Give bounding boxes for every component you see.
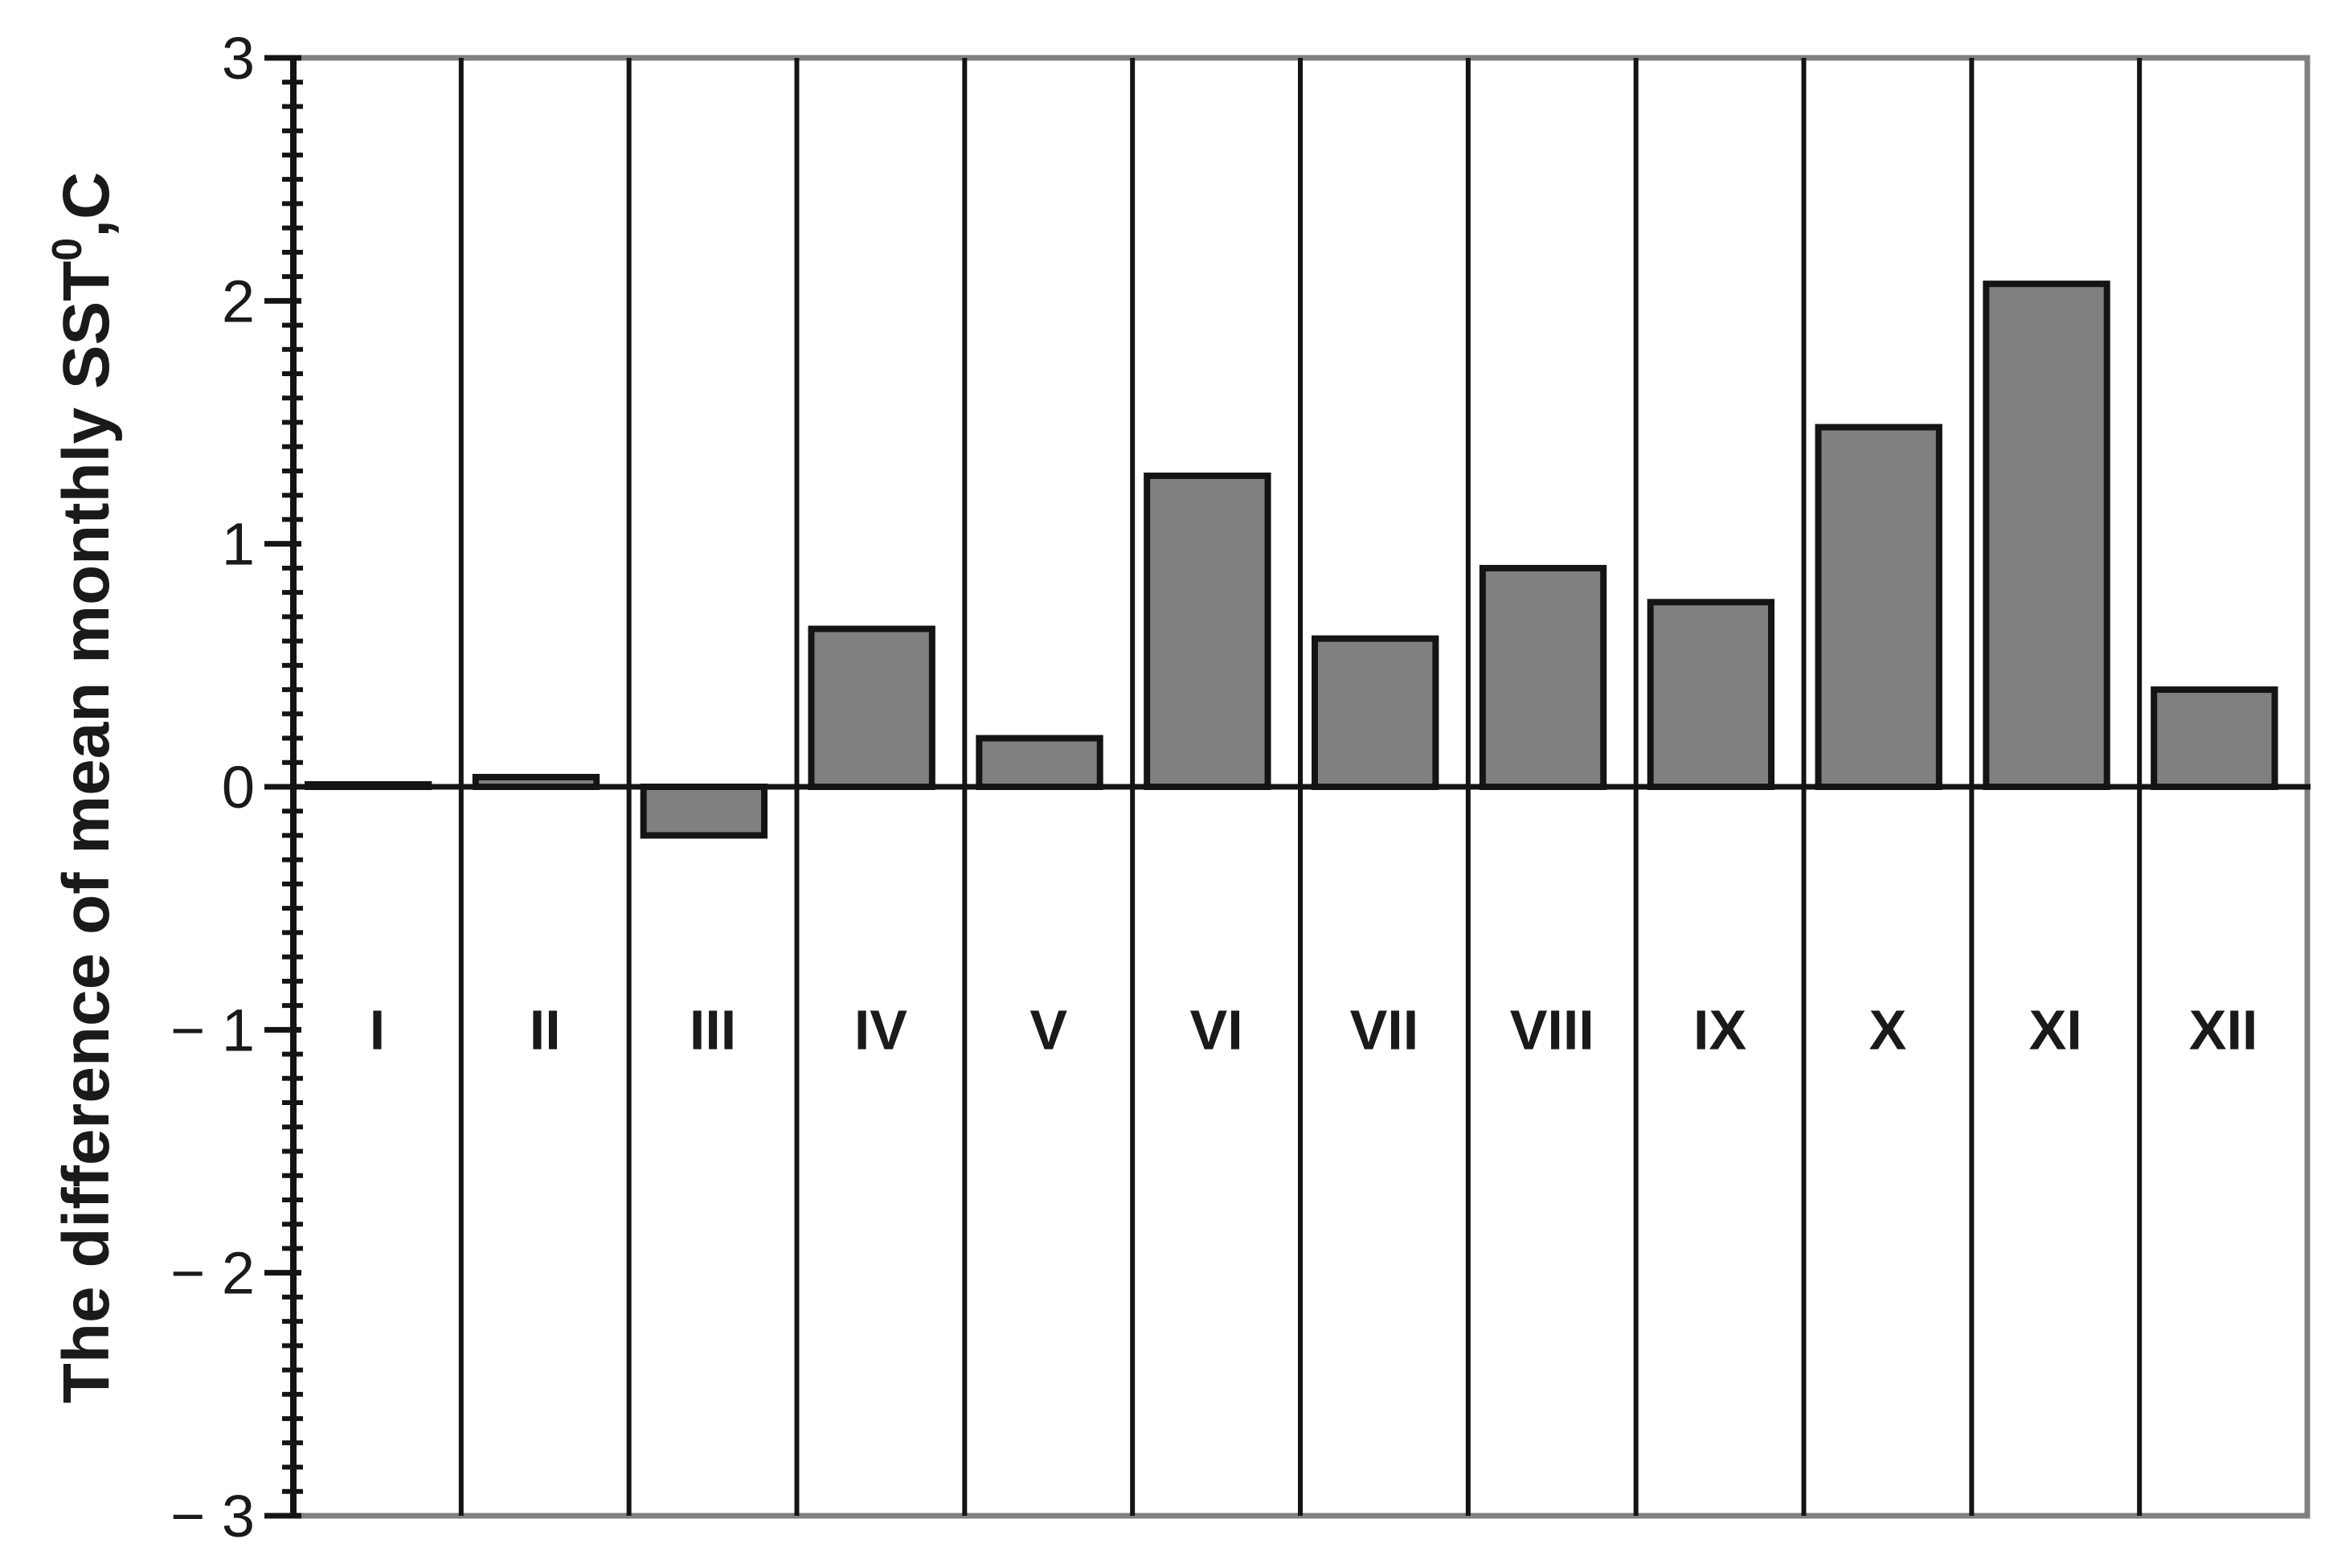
bar-vii — [1312, 635, 1439, 790]
month-label-x: X — [1869, 998, 1907, 1061]
y-axis-title-unit: ,C — [50, 172, 123, 238]
bar-viii — [1479, 564, 1607, 791]
bar-iii — [640, 784, 768, 839]
y-tick-label: − 1 — [170, 997, 255, 1063]
y-tick-label: − 3 — [170, 1483, 255, 1550]
y-axis — [264, 55, 303, 1519]
bars — [305, 280, 2278, 839]
month-label-vii: VII — [1350, 998, 1419, 1061]
bar-ix — [1647, 599, 1775, 791]
month-label-i: I — [370, 998, 385, 1061]
bar-vi — [1144, 473, 1271, 790]
bar-iv — [808, 625, 935, 790]
y-tick-label: 3 — [222, 25, 255, 92]
month-label-vi: VI — [1190, 998, 1243, 1061]
y-tick-labels: 3 2 1 0 − 1 − 2 − 3 — [170, 25, 255, 1550]
bar-xii — [2151, 686, 2278, 790]
y-tick-label: 2 — [222, 268, 255, 334]
month-label-iv: IV — [854, 998, 907, 1061]
y-tick-label: 0 — [222, 754, 255, 821]
month-label-ix: IX — [1693, 998, 1746, 1061]
bar-v — [976, 735, 1103, 790]
month-label-xii: XII — [2189, 998, 2258, 1061]
month-label-ii: II — [530, 998, 561, 1061]
month-label-v: V — [1029, 998, 1067, 1061]
month-label-xi: XI — [2029, 998, 2082, 1061]
y-axis-title: The difference of mean monthly SST0,C — [44, 172, 123, 1403]
month-label-viii: VIII — [1510, 998, 1594, 1061]
month-labels: I II III IV V VI VII VIII IX X XI XII — [370, 998, 2258, 1061]
y-tick-label: − 2 — [170, 1240, 255, 1307]
bar-xi — [1983, 280, 2110, 791]
month-label-iii: III — [690, 998, 736, 1061]
bar-x — [1815, 424, 1942, 791]
y-axis-title-text: The difference of mean monthly SST — [50, 261, 123, 1404]
y-axis-title-superscript: 0 — [44, 238, 91, 261]
y-tick-label: 1 — [222, 511, 255, 578]
